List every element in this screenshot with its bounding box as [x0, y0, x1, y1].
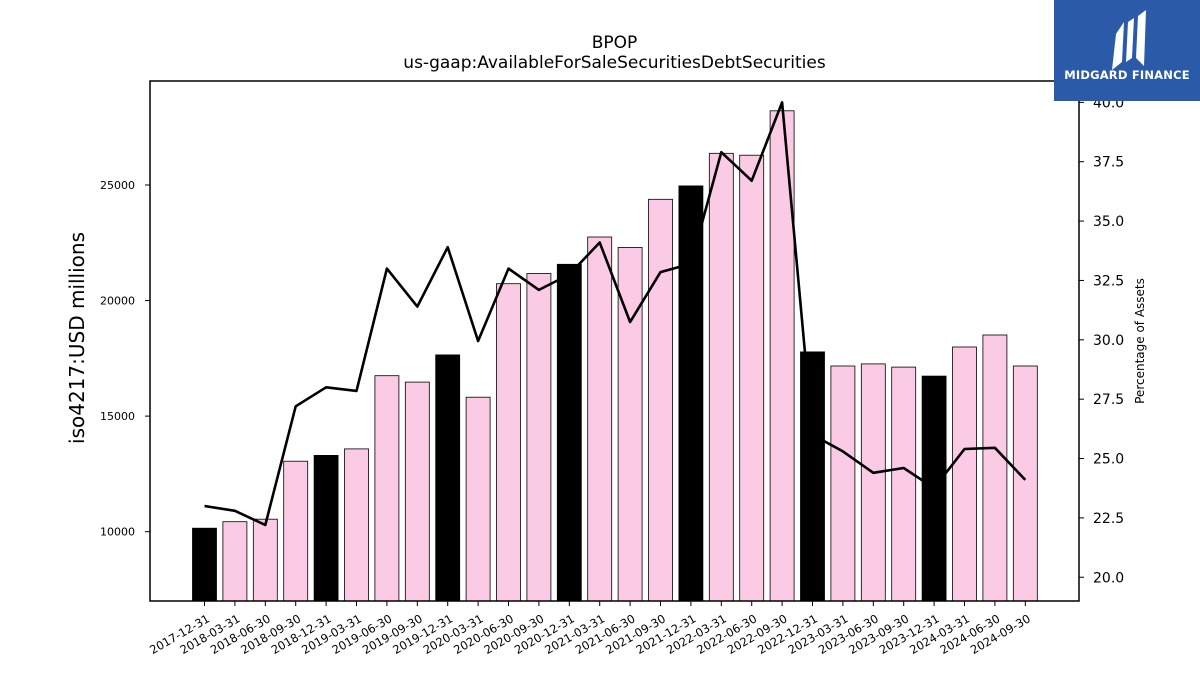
- percent-line-series: [204, 101, 1027, 527]
- bar-series: [192, 110, 1038, 602]
- left-axis: 10000 15000 20000 25000: [100, 179, 150, 539]
- bar-2018-06-30: [252, 518, 278, 602]
- bar-2019-09-30: [404, 381, 430, 602]
- bar-2019-12-31: [435, 354, 461, 602]
- chart-title: BPOP: [592, 33, 638, 53]
- logo-text: MIDGARD FINANCE: [1064, 68, 1190, 82]
- bar-2021-09-30: [648, 198, 673, 602]
- right-tick-label: 20.0: [1093, 570, 1124, 586]
- right-tick-label: 27.5: [1093, 392, 1124, 408]
- right-tick-label: 30.0: [1093, 333, 1124, 349]
- bar-2024-03-31: [952, 346, 977, 602]
- bar-2023-03-31: [830, 365, 856, 602]
- bar-2019-06-30: [374, 375, 400, 602]
- bar-2020-03-31: [465, 396, 491, 602]
- bar-2021-03-31: [587, 236, 613, 602]
- bar-2021-06-30: [617, 246, 643, 602]
- left-tick-label: 15000: [100, 410, 135, 423]
- bar-2023-06-30: [860, 363, 886, 602]
- bar-2023-09-30: [891, 366, 917, 602]
- bar-2019-03-31: [344, 448, 369, 602]
- bar-2018-03-31: [222, 521, 248, 602]
- y-axis-label: iso4217:USD millions: [65, 232, 89, 444]
- chart-subtitle: us-gaap:AvailableForSaleSecuritiesDebtSe…: [403, 53, 826, 73]
- right-tick-label: 22.5: [1093, 511, 1124, 527]
- bar-2017-12-31: [192, 527, 217, 602]
- x-axis: 2017-12-312018-03-312018-06-302018-09-30…: [147, 601, 1033, 657]
- right-tick-label: 32.5: [1093, 273, 1124, 289]
- bar-2022-03-31: [708, 152, 734, 602]
- right-tick-label: 37.5: [1093, 155, 1124, 171]
- bar-2022-12-31: [800, 351, 825, 602]
- logo-mark-icon: [1112, 10, 1146, 70]
- right-tick-label: 35.0: [1093, 214, 1124, 230]
- right-tick-label: 25.0: [1093, 452, 1124, 468]
- bar-2020-09-30: [526, 273, 552, 602]
- bar-2024-06-30: [982, 334, 1008, 602]
- left-tick-label: 20000: [100, 295, 135, 308]
- left-tick-label: 25000: [100, 179, 135, 192]
- bar-2018-12-31: [313, 454, 339, 602]
- bar-2021-12-31: [678, 185, 704, 602]
- y2-axis-label: Percentage of Assets: [1133, 278, 1147, 404]
- brand-logo: MIDGARD FINANCE: [1054, 0, 1200, 101]
- percent-of-assets-line: [204, 101, 1027, 527]
- bar-2024-09-30: [1012, 365, 1038, 602]
- bar-2022-06-30: [739, 154, 765, 602]
- bar-2020-12-31: [556, 263, 582, 602]
- plot-frame: [149, 80, 1080, 602]
- right-axis: 20.022.525.027.530.032.535.037.540.0: [1079, 95, 1124, 586]
- left-tick-label: 10000: [100, 526, 135, 539]
- bar-2020-06-30: [496, 283, 521, 602]
- bar-2018-09-30: [283, 460, 309, 602]
